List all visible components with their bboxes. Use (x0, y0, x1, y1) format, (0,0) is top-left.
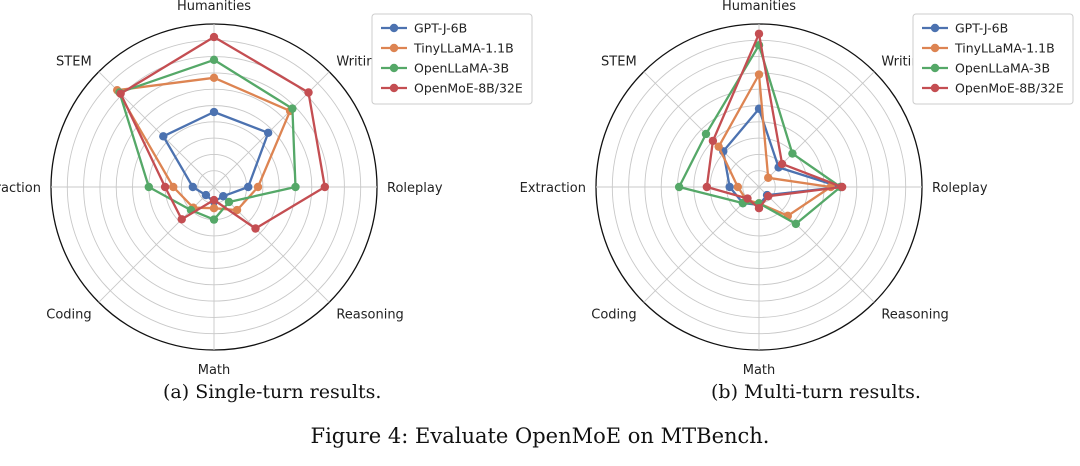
axis-label-stem: STEM (601, 54, 637, 69)
series-openmoe-8b-32e (116, 32, 330, 233)
radar-spoke (213, 186, 330, 303)
legend-marker-tinyllama-1-1b (930, 43, 940, 53)
subcaption-multi-turn: (b) Multi-turn results. (711, 381, 921, 403)
legend-label-tinyllama-1-1b: TinyLLaMA-1.1B (413, 41, 514, 56)
point-openmoe-8b-32e-reasoning (764, 192, 773, 201)
point-openllama-3b-math (209, 215, 219, 224)
radar-spoke (758, 186, 875, 303)
point-openmoe-8b-32e-stem (116, 89, 125, 98)
point-openmoe-8b-32e-roleplay (320, 182, 330, 192)
legend-label-tinyllama-1-1b: TinyLLaMA-1.1B (954, 41, 1055, 56)
legend-label-gpt-j-6b: GPT-J-6B (414, 21, 467, 36)
point-openmoe-8b-32e-coding (743, 194, 752, 203)
legend-marker-openmoe-8b-32e (930, 83, 940, 93)
legend-label-openmoe-8b-32e: OpenMoE-8B/32E (414, 81, 523, 96)
series-openllama-3b (674, 40, 845, 229)
point-gpt-j-6b-extraction (725, 182, 734, 192)
axis-label-reasoning: Reasoning (881, 308, 948, 323)
legend-label-gpt-j-6b: GPT-J-6B (955, 21, 1008, 36)
point-openmoe-8b-32e-stem (708, 136, 718, 146)
point-tinyllama-1-1b-roleplay (253, 182, 263, 192)
point-tinyllama-1-1b-extraction (169, 182, 178, 192)
point-tinyllama-1-1b-reasoning (232, 205, 242, 215)
series-gpt-j-6b (159, 107, 273, 206)
point-openmoe-8b-32e-roleplay (837, 182, 847, 192)
point-openllama-3b-writing (288, 104, 297, 113)
point-tinyllama-1-1b-math (209, 203, 219, 213)
legend-marker-openllama-3b (389, 63, 399, 73)
legend-label-openmoe-8b-32e: OpenMoE-8B/32E (955, 81, 1064, 96)
point-gpt-j-6b-writing (263, 128, 273, 138)
point-gpt-j-6b-coding (201, 190, 211, 200)
axis-label-math: Math (198, 363, 231, 378)
point-openllama-3b-reasoning (791, 219, 801, 229)
point-gpt-j-6b-reasoning (219, 192, 228, 201)
point-openmoe-8b-32e-reasoning (251, 224, 260, 233)
point-openllama-3b-extraction (144, 182, 153, 192)
axis-label-extraction: Extraction (520, 181, 586, 196)
point-tinyllama-1-1b-writing (764, 173, 773, 182)
point-openmoe-8b-32e-humanities (209, 32, 219, 42)
point-openllama-3b-writing (788, 149, 797, 158)
series-openmoe-8b-32e (702, 29, 847, 213)
point-openmoe-8b-32e-writing (777, 159, 787, 169)
point-openllama-3b-roleplay (291, 182, 300, 192)
legend-label-openllama-3b: OpenLLaMA-3B (414, 61, 509, 76)
point-gpt-j-6b-stem (159, 132, 168, 141)
point-tinyllama-1-1b-extraction (733, 182, 743, 192)
legend-marker-tinyllama-1-1b (389, 43, 399, 53)
legend-marker-openllama-3b (930, 63, 940, 73)
point-gpt-j-6b-humanities (209, 107, 219, 117)
axis-label-coding: Coding (591, 308, 636, 323)
point-openllama-3b-stem (701, 129, 711, 139)
point-tinyllama-1-1b-humanities (209, 73, 219, 82)
radar-spoke (643, 186, 760, 303)
legend-marker-gpt-j-6b (389, 23, 399, 33)
legend-marker-openmoe-8b-32e (389, 83, 399, 93)
point-tinyllama-1-1b-stem (714, 142, 723, 151)
axis-label-roleplay: Roleplay (387, 181, 443, 196)
axis-label-roleplay: Roleplay (932, 181, 988, 196)
axis-label-stem: STEM (56, 54, 92, 69)
point-openmoe-8b-32e-coding (177, 215, 186, 224)
axis-label-reasoning: Reasoning (336, 308, 403, 323)
axis-label-writing: Writing (336, 54, 382, 69)
legend-label-openllama-3b: OpenLLaMA-3B (955, 61, 1050, 76)
axis-label-math: Math (743, 363, 776, 378)
axis-label-humanities: Humanities (177, 0, 251, 14)
point-gpt-j-6b-extraction (188, 182, 198, 192)
legend: GPT-J-6B TinyLLaMA-1.1B OpenLLaMA-3B OpenMo… (912, 13, 1074, 105)
legend-box (912, 13, 1074, 105)
point-openmoe-8b-32e-writing (304, 88, 313, 97)
radar-chart-single-turn: Humanities Writing Roleplay Reasoning Math Co… (0, 0, 533, 378)
point-openmoe-8b-32e-math (754, 203, 764, 213)
point-openmoe-8b-32e-humanities (754, 29, 764, 38)
point-tinyllama-1-1b-humanities (754, 70, 764, 79)
figure-caption: Figure 4: Evaluate OpenMoE on MTBench. (310, 424, 770, 448)
point-openmoe-8b-32e-math (209, 195, 219, 205)
point-openmoe-8b-32e-extraction (160, 182, 170, 192)
legend-marker-gpt-j-6b (930, 23, 940, 33)
radar-spoke (643, 71, 760, 188)
point-openmoe-8b-32e-extraction (702, 182, 712, 192)
axis-label-humanities: Humanities (722, 0, 796, 14)
axis-label-coding: Coding (46, 308, 91, 323)
subcaption-single-turn: (a) Single-turn results. (163, 381, 382, 403)
axis-label-extraction: Extraction (0, 181, 41, 196)
legend-box (371, 13, 533, 105)
legend: GPT-J-6B TinyLLaMA-1.1B OpenLLaMA-3B OpenMo… (371, 13, 533, 105)
point-openllama-3b-humanities (209, 55, 219, 65)
point-openllama-3b-reasoning (224, 197, 234, 207)
point-openllama-3b-extraction (674, 182, 684, 192)
point-gpt-j-6b-roleplay (244, 182, 253, 192)
radar-chart-multi-turn: HumanitiesWritingRoleplayReasoningMathCo… (520, 0, 1074, 378)
